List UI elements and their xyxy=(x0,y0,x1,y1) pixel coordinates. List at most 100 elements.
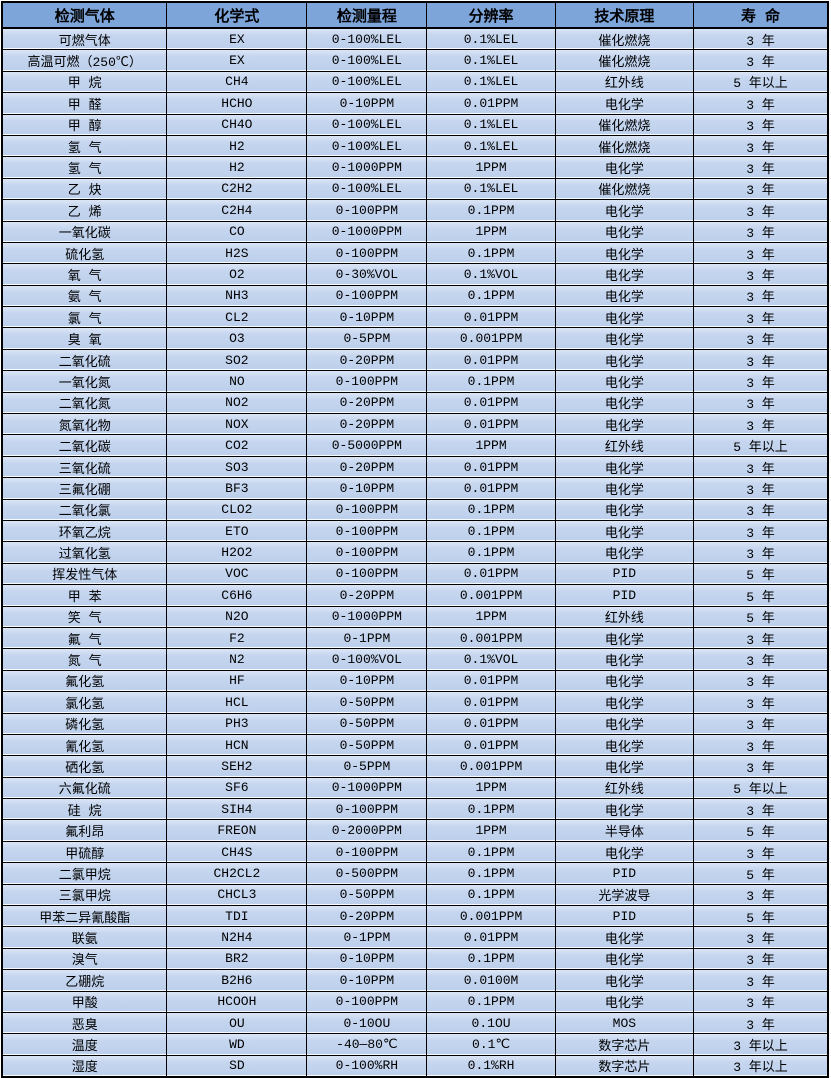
cell-range: 0-100%LEL xyxy=(307,71,428,94)
cell-gas: 乙 炔 xyxy=(1,178,168,201)
cell-range: 0-30%VOL xyxy=(307,264,428,286)
cell-formula: CL2 xyxy=(167,307,308,329)
cell-formula: NO2 xyxy=(167,392,308,415)
cell-resolution: 1PPM xyxy=(427,435,556,457)
cell-resolution: 0.0100M xyxy=(427,970,556,992)
cell-range: 0-10PPM xyxy=(307,970,428,992)
cell-formula: BF3 xyxy=(167,478,308,500)
cell-lifespan: 3 年 xyxy=(693,307,829,329)
table-row: 恶臭 OU 0-10OU 0.1OU MOS 3 年 xyxy=(1,1012,829,1035)
cell-principle: 电化学 xyxy=(555,371,694,393)
cell-principle: 电化学 xyxy=(555,756,694,778)
cell-range: 0-10PPM xyxy=(307,307,428,329)
cell-principle: 红外线 xyxy=(555,777,694,800)
cell-resolution: 0.1PPM xyxy=(427,799,556,821)
cell-gas: 温度 xyxy=(1,1034,168,1056)
cell-gas: 氟利昂 xyxy=(1,820,168,842)
cell-principle: 电化学 xyxy=(555,927,694,949)
cell-principle: 红外线 xyxy=(555,71,694,94)
table-row: 二氧化氮 NO2 0-20PPM 0.01PPM 电化学 3 年 xyxy=(1,392,829,415)
cell-formula: H2 xyxy=(167,135,308,158)
cell-principle: 电化学 xyxy=(555,692,694,714)
cell-principle: 电化学 xyxy=(555,649,694,671)
cell-resolution: 0.1%LEL xyxy=(427,29,556,51)
cell-principle: PID xyxy=(555,906,694,928)
cell-range: 0-50PPM xyxy=(307,692,428,714)
table-row: 硫化氢 H2S 0-100PPM 0.1PPM 电化学 3 年 xyxy=(1,242,829,265)
cell-principle: 半导体 xyxy=(555,820,694,842)
cell-lifespan: 3 年以上 xyxy=(693,1034,829,1056)
cell-formula: H2 xyxy=(167,157,308,179)
cell-range: 0-20PPM xyxy=(307,392,428,415)
cell-principle: 电化学 xyxy=(555,542,694,564)
cell-formula: C2H4 xyxy=(167,200,308,222)
cell-gas: 氯化氢 xyxy=(1,692,168,714)
cell-gas: 笑 气 xyxy=(1,606,168,628)
cell-resolution: 0.1PPM xyxy=(427,991,556,1013)
cell-range: 0-10PPM xyxy=(307,93,428,115)
cell-range: 0-100PPM xyxy=(307,563,428,586)
cell-lifespan: 3 年 xyxy=(693,264,829,286)
cell-gas: 一氧化碳 xyxy=(1,221,168,243)
cell-resolution: 0.01PPM xyxy=(427,392,556,415)
cell-formula: N2O xyxy=(167,606,308,628)
cell-resolution: 0.01PPM xyxy=(427,414,556,436)
cell-lifespan: 3 年 xyxy=(693,991,829,1013)
cell-range: 0-100PPM xyxy=(307,242,428,265)
cell-gas: 氢 气 xyxy=(1,157,168,179)
cell-principle: 光学波导 xyxy=(555,884,694,907)
cell-lifespan: 3 年 xyxy=(693,1012,829,1035)
cell-lifespan: 3 年 xyxy=(693,734,829,757)
cell-gas: 二氧化氮 xyxy=(1,392,168,415)
column-header-gas: 检测气体 xyxy=(1,1,168,29)
table-row: 乙 烯 C2H4 0-100PPM 0.1PPM 电化学 3 年 xyxy=(1,200,829,222)
column-header-principle: 技术原理 xyxy=(555,1,694,29)
cell-lifespan: 3 年 xyxy=(693,713,829,735)
cell-lifespan: 5 年 xyxy=(693,606,829,628)
cell-resolution: 0.1PPM xyxy=(427,542,556,564)
cell-principle: 电化学 xyxy=(555,499,694,521)
cell-resolution: 0.001PPM xyxy=(427,756,556,778)
table-row: 氧 气 O2 0-30%VOL 0.1%VOL 电化学 3 年 xyxy=(1,264,829,286)
cell-principle: 电化学 xyxy=(555,200,694,222)
cell-lifespan: 3 年 xyxy=(693,50,829,72)
table-row: 氟利昂 FREON 0-2000PPM 1PPM 半导体 5 年 xyxy=(1,820,829,842)
cell-range: 0-10PPM xyxy=(307,478,428,500)
cell-resolution: 0.1℃ xyxy=(427,1034,556,1056)
cell-lifespan: 5 年 xyxy=(693,563,829,586)
table-row: 甲苯二异氰酸酯 TDI 0-20PPM 0.001PPM PID 5 年 xyxy=(1,906,829,928)
table-header: 检测气体 化学式 检测量程 分辨率 技术原理 寿 命 xyxy=(1,1,829,29)
table-row: 三氧化硫 SO3 0-20PPM 0.01PPM 电化学 3 年 xyxy=(1,456,829,479)
table-row: 环氧乙烷 ETO 0-100PPM 0.1PPM 电化学 3 年 xyxy=(1,520,829,543)
table-row: 臭 氧 O3 0-5PPM 0.001PPM 电化学 3 年 xyxy=(1,328,829,350)
cell-lifespan: 5 年 xyxy=(693,906,829,928)
cell-principle: PID xyxy=(555,863,694,885)
cell-resolution: 0.1OU xyxy=(427,1012,556,1035)
cell-formula: CHCL3 xyxy=(167,884,308,907)
cell-gas: 乙硼烷 xyxy=(1,970,168,992)
cell-principle: 红外线 xyxy=(555,606,694,628)
table-row: 二氯甲烷 CH2CL2 0-500PPM 0.1PPM PID 5 年 xyxy=(1,863,829,885)
table-row: 氨 气 NH3 0-100PPM 0.1PPM 电化学 3 年 xyxy=(1,285,829,308)
cell-resolution: 0.01PPM xyxy=(427,713,556,735)
cell-resolution: 0.01PPM xyxy=(427,927,556,949)
cell-range: 0-1PPM xyxy=(307,927,428,949)
cell-gas: 氮 气 xyxy=(1,649,168,671)
cell-lifespan: 3 年 xyxy=(693,285,829,308)
cell-lifespan: 3 年 xyxy=(693,371,829,393)
cell-principle: 电化学 xyxy=(555,841,694,864)
cell-formula: HCOOH xyxy=(167,991,308,1013)
cell-gas: 可燃气体 xyxy=(1,29,168,51)
cell-resolution: 0.1%LEL xyxy=(427,178,556,201)
column-header-formula: 化学式 xyxy=(167,1,308,29)
cell-gas: 六氟化硫 xyxy=(1,777,168,800)
cell-gas: 一氧化氮 xyxy=(1,371,168,393)
cell-range: 0-20PPM xyxy=(307,585,428,607)
cell-lifespan: 3 年 xyxy=(693,478,829,500)
cell-principle: 电化学 xyxy=(555,627,694,650)
cell-gas: 三氯甲烷 xyxy=(1,884,168,907)
cell-gas: 氟 气 xyxy=(1,627,168,650)
table-row: 氢 气 H2 0-100%LEL 0.1%LEL 催化燃烧 3 年 xyxy=(1,135,829,158)
